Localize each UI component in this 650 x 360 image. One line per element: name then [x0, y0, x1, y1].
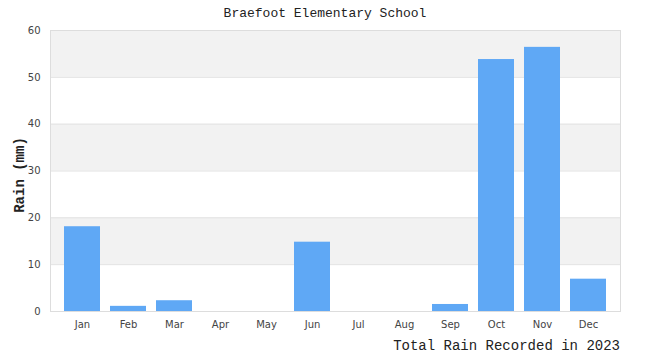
html-text:Braefoot Elementary School: Braefoot Elementary School: [223, 6, 427, 21]
svg-text:10: 10: [28, 259, 41, 270]
svg-text:50: 50: [28, 72, 41, 83]
svg-text:Oct: Oct: [488, 319, 505, 330]
svg-text:Aug: Aug: [395, 319, 415, 330]
svg-text:Dec: Dec: [579, 319, 598, 330]
svg-text:20: 20: [28, 212, 41, 223]
svg-text:Mar: Mar: [165, 319, 185, 330]
svg-text:Jul: Jul: [351, 319, 364, 330]
svg-text:Apr: Apr: [212, 319, 230, 330]
svg-text:May: May: [256, 319, 277, 330]
svg-text:40: 40: [28, 118, 41, 129]
svg-text:Jun: Jun: [304, 319, 321, 330]
svg-text:Jan: Jan: [74, 319, 90, 330]
svg-text:0: 0: [34, 306, 40, 317]
svg-text:Feb: Feb: [120, 319, 138, 330]
svg-text:Nov: Nov: [533, 319, 553, 330]
html-text:Rain (mm): Rain (mm): [12, 137, 28, 213]
svg-text:30: 30: [28, 165, 41, 176]
svg-text:60: 60: [28, 25, 41, 36]
svg-text:Sep: Sep: [441, 319, 460, 330]
html-text:Total Rain Recorded in 2023: Total Rain Recorded in 2023: [393, 338, 620, 354]
